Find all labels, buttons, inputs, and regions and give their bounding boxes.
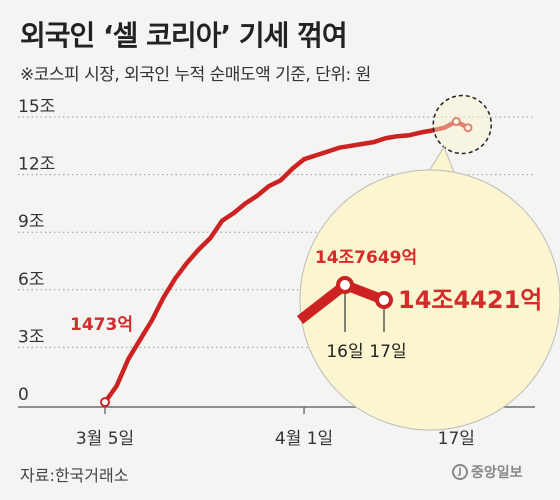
y-tick-label: 6조: [18, 270, 44, 290]
zoom-inset-circle: [299, 169, 560, 431]
source-note: 자료:한국거래소: [20, 466, 129, 485]
y-axis-tick-labels: 0 3조 6조 9조 12조 15조: [18, 97, 55, 405]
zoom-target-ring: [432, 94, 493, 155]
x-tick-label: 4월 1일: [275, 429, 333, 449]
brand-mark-icon: J: [452, 464, 468, 480]
last-value-label: 14조4421억: [398, 286, 542, 314]
y-tick-label: 15조: [18, 97, 55, 117]
callout-pointer-join: [428, 174, 452, 178]
brand-name: 중앙일보: [471, 465, 523, 481]
x-axis-ticks: 3월 5일 4월 1일 17일: [76, 407, 475, 449]
series-line: [102, 119, 471, 405]
start-point: [100, 397, 110, 408]
y-tick-label: 0: [18, 385, 29, 405]
y-tick-label: 9조: [18, 212, 44, 232]
peak-point: [451, 117, 461, 127]
data-series: 1473억: [70, 117, 473, 408]
y-tick-label: 12조: [18, 155, 55, 175]
brand-logo: J 중앙일보: [452, 462, 523, 482]
gridlines: [18, 116, 535, 348]
peak-day-label: 16일: [326, 342, 363, 362]
x-tick-label: 17일: [438, 429, 475, 449]
last-day-label: 17일: [369, 342, 406, 362]
zoomed-last-point: [375, 291, 393, 309]
chart-subtitle: ※코스피 시장, 외국인 누적 순매도액 기준, 단위: 원: [20, 65, 371, 85]
last-point: [463, 123, 473, 133]
zoom-callout: 14조7649억 14조4421억 16일 17일: [296, 94, 560, 431]
chart-title: 외국인 ‘셀 코리아’ 기세 꺾여: [20, 19, 348, 52]
x-tick-label: 3월 5일: [76, 429, 134, 449]
y-tick-label: 3조: [18, 327, 44, 347]
peak-value-label: 14조7649억: [315, 248, 417, 268]
start-value-label: 1473억: [70, 315, 133, 335]
zoomed-peak-point: [336, 276, 354, 294]
